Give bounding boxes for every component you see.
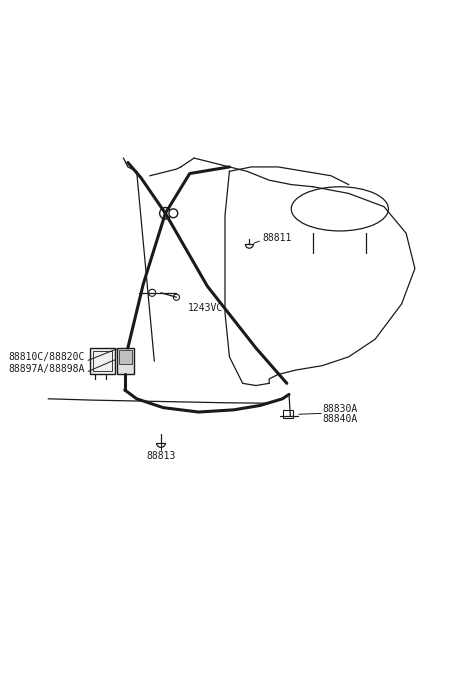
Bar [284, 410, 293, 418]
Circle shape [169, 209, 178, 218]
Text: 88811: 88811 [262, 233, 292, 244]
Circle shape [173, 294, 180, 300]
Circle shape [160, 207, 171, 219]
Text: 88840A: 88840A [322, 413, 357, 424]
Circle shape [148, 290, 156, 296]
Bar [118, 350, 132, 364]
Text: 88830A: 88830A [322, 404, 357, 414]
Text: 88897A/88898A: 88897A/88898A [9, 364, 85, 374]
Text: 88813: 88813 [146, 451, 176, 461]
Bar [117, 348, 134, 374]
Bar [93, 351, 112, 371]
Text: 1243VC: 1243VC [188, 303, 223, 313]
Text: 88810C/88820C: 88810C/88820C [9, 352, 85, 362]
FancyBboxPatch shape [90, 348, 115, 374]
